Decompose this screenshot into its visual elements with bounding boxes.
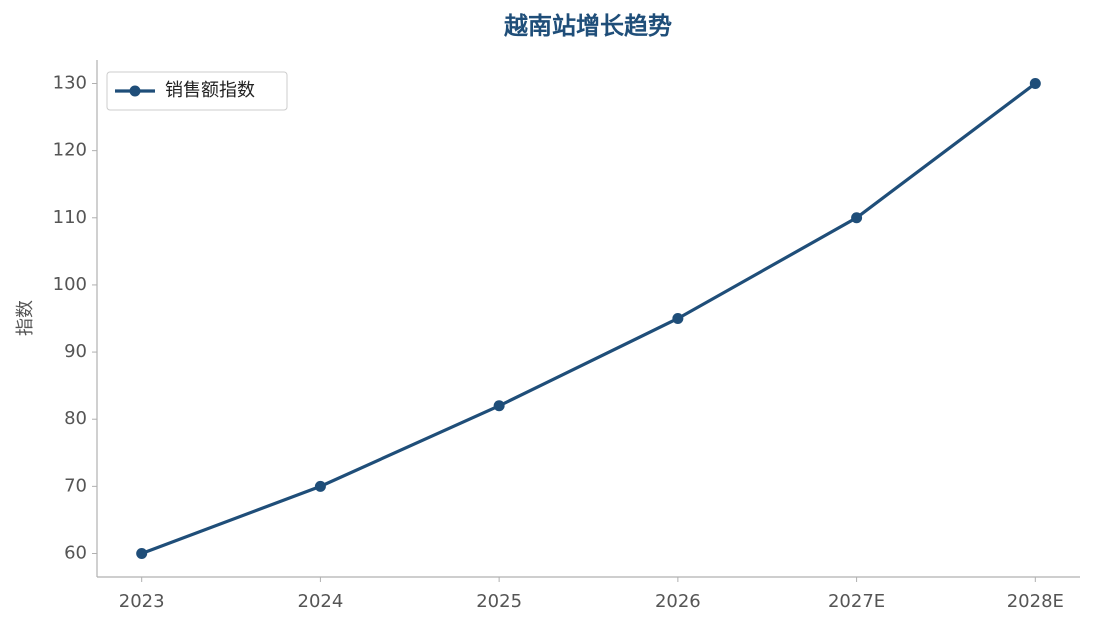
x-tick-label: 2025 [476, 591, 522, 612]
y-tick-label: 100 [53, 274, 87, 295]
line [141, 82, 1037, 555]
point [493, 400, 505, 412]
y-tick-label: 120 [53, 140, 87, 161]
point [672, 313, 684, 324]
point [1029, 78, 1041, 89]
point [851, 212, 863, 224]
point [314, 480, 326, 492]
y-tick-label: 70 [64, 475, 87, 496]
y-tick-label: 110 [53, 207, 87, 228]
legend: 销售额指数 [106, 71, 288, 111]
legend-marker [129, 85, 141, 97]
x-tick-label: 2028E [1007, 591, 1064, 612]
chart-title: 越南站增长趋势 [504, 12, 672, 40]
x-tick-label: 2024 [298, 591, 344, 612]
y-axis-label: 指数 [15, 300, 36, 336]
y-tick-label: 90 [64, 341, 87, 362]
y-tick-label: 80 [64, 408, 87, 429]
y-tick-label: 130 [53, 73, 87, 94]
point [136, 548, 148, 559]
x-tick-label: 2026 [655, 591, 701, 612]
y-tick-label: 60 [64, 543, 87, 564]
x-tick-label: 2023 [119, 591, 165, 612]
x-tick-label: 2027E [828, 591, 885, 612]
legend-frame [106, 71, 288, 111]
legend-label: 销售额指数 [165, 80, 255, 101]
